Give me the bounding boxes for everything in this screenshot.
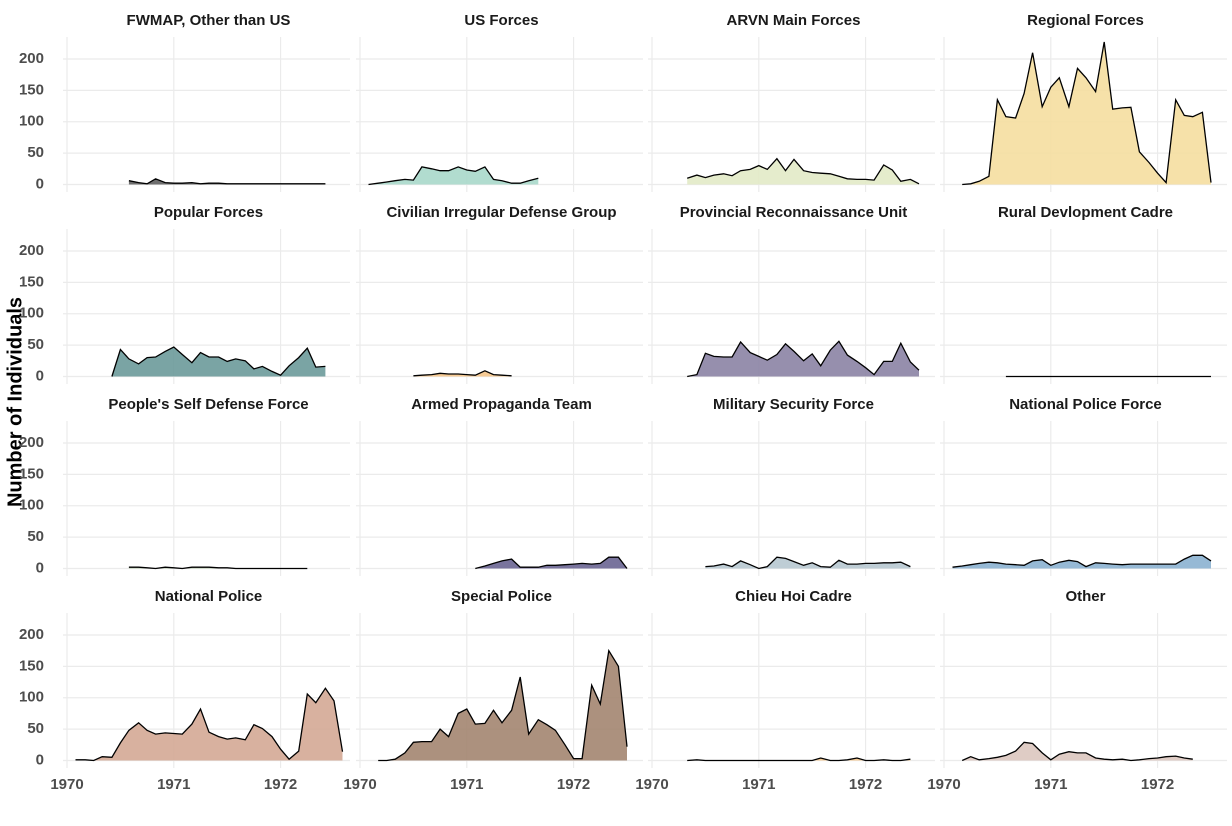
panel: Popular Forces 0 50 100 150 200: [19, 204, 350, 384]
panel: People's Self Defense Force 0 50 100 150 200: [19, 396, 350, 576]
panel: Military Security Force: [648, 396, 935, 576]
y-tick-label: 50: [27, 720, 44, 737]
panel: Special Police 1970 1971 1972: [343, 588, 643, 793]
y-tick-label: 150: [19, 81, 44, 98]
x-tick-label: 1972: [557, 776, 590, 793]
x-tick-label: 1971: [157, 776, 190, 793]
panel-title: Rural Devlopment Cadre: [998, 204, 1173, 221]
area: [475, 557, 627, 568]
x-tick-label: 1970: [343, 776, 376, 793]
panel-title: US Forces: [464, 12, 538, 29]
y-tick-label: 50: [27, 528, 44, 545]
panel-title: People's Self Defense Force: [108, 396, 308, 413]
panel-title: Popular Forces: [154, 204, 263, 221]
y-tick-label: 0: [36, 367, 44, 384]
x-tick-label: 1972: [849, 776, 882, 793]
panel-title: Civilian Irregular Defense Group: [386, 204, 616, 221]
area: [687, 341, 919, 376]
area: [369, 167, 539, 185]
panel-title: Chieu Hoi Cadre: [735, 588, 852, 605]
panel: Civilian Irregular Defense Group: [356, 204, 643, 384]
panel-title: Special Police: [451, 588, 552, 605]
y-tick-label: 200: [19, 50, 44, 67]
panel: Regional Forces: [940, 12, 1227, 192]
x-tick-label: 1971: [1034, 776, 1067, 793]
y-tick-label: 50: [27, 336, 44, 353]
x-tick-label: 1971: [742, 776, 775, 793]
panel-title: Provincial Reconnaissance Unit: [680, 204, 908, 221]
y-tick-label: 200: [19, 626, 44, 643]
panel: National Police 0 50 100 150 200 1970 1971 1972: [19, 588, 350, 793]
panel-title: National Police Force: [1009, 396, 1162, 413]
y-tick-label: 100: [19, 305, 44, 322]
y-tick-label: 0: [36, 559, 44, 576]
area: [687, 159, 919, 185]
x-tick-label: 1972: [1141, 776, 1174, 793]
panel: Armed Propaganda Team: [356, 396, 643, 576]
x-tick-label: 1970: [927, 776, 960, 793]
area: [413, 371, 511, 377]
y-tick-label: 50: [27, 144, 44, 161]
panel: ARVN Main Forces: [648, 12, 935, 192]
x-tick-label: 1970: [635, 776, 668, 793]
y-tick-label: 150: [19, 465, 44, 482]
panel: Rural Devlopment Cadre: [940, 204, 1227, 384]
y-tick-label: 0: [36, 751, 44, 768]
panel-title: ARVN Main Forces: [727, 12, 861, 29]
panel: Chieu Hoi Cadre 1970 1971 1972: [635, 588, 935, 793]
y-tick-label: 200: [19, 434, 44, 451]
panel: Provincial Reconnaissance Unit: [648, 204, 935, 384]
x-tick-label: 1971: [450, 776, 483, 793]
y-tick-label: 0: [36, 175, 44, 192]
y-tick-label: 100: [19, 689, 44, 706]
x-tick-label: 1972: [264, 776, 297, 793]
panel: US Forces: [356, 12, 643, 192]
x-tick-label: 1970: [50, 776, 83, 793]
y-tick-label: 100: [19, 113, 44, 130]
y-tick-label: 150: [19, 657, 44, 674]
panel: National Police Force: [940, 396, 1227, 576]
panel: Other 1970 1971 1972: [927, 588, 1227, 793]
panel-title: Regional Forces: [1027, 12, 1144, 29]
y-tick-label: 150: [19, 273, 44, 290]
panel: FWMAP, Other than US 0 50 100 150 200: [19, 12, 350, 192]
y-tick-label: 100: [19, 497, 44, 514]
panel-title: Military Security Force: [713, 396, 874, 413]
panel-title: Other: [1065, 588, 1105, 605]
line: [687, 758, 910, 761]
panel-title: Armed Propaganda Team: [411, 396, 592, 413]
panel-title: National Police: [155, 588, 263, 605]
panel-title: FWMAP, Other than US: [127, 12, 291, 29]
y-tick-label: 200: [19, 242, 44, 259]
